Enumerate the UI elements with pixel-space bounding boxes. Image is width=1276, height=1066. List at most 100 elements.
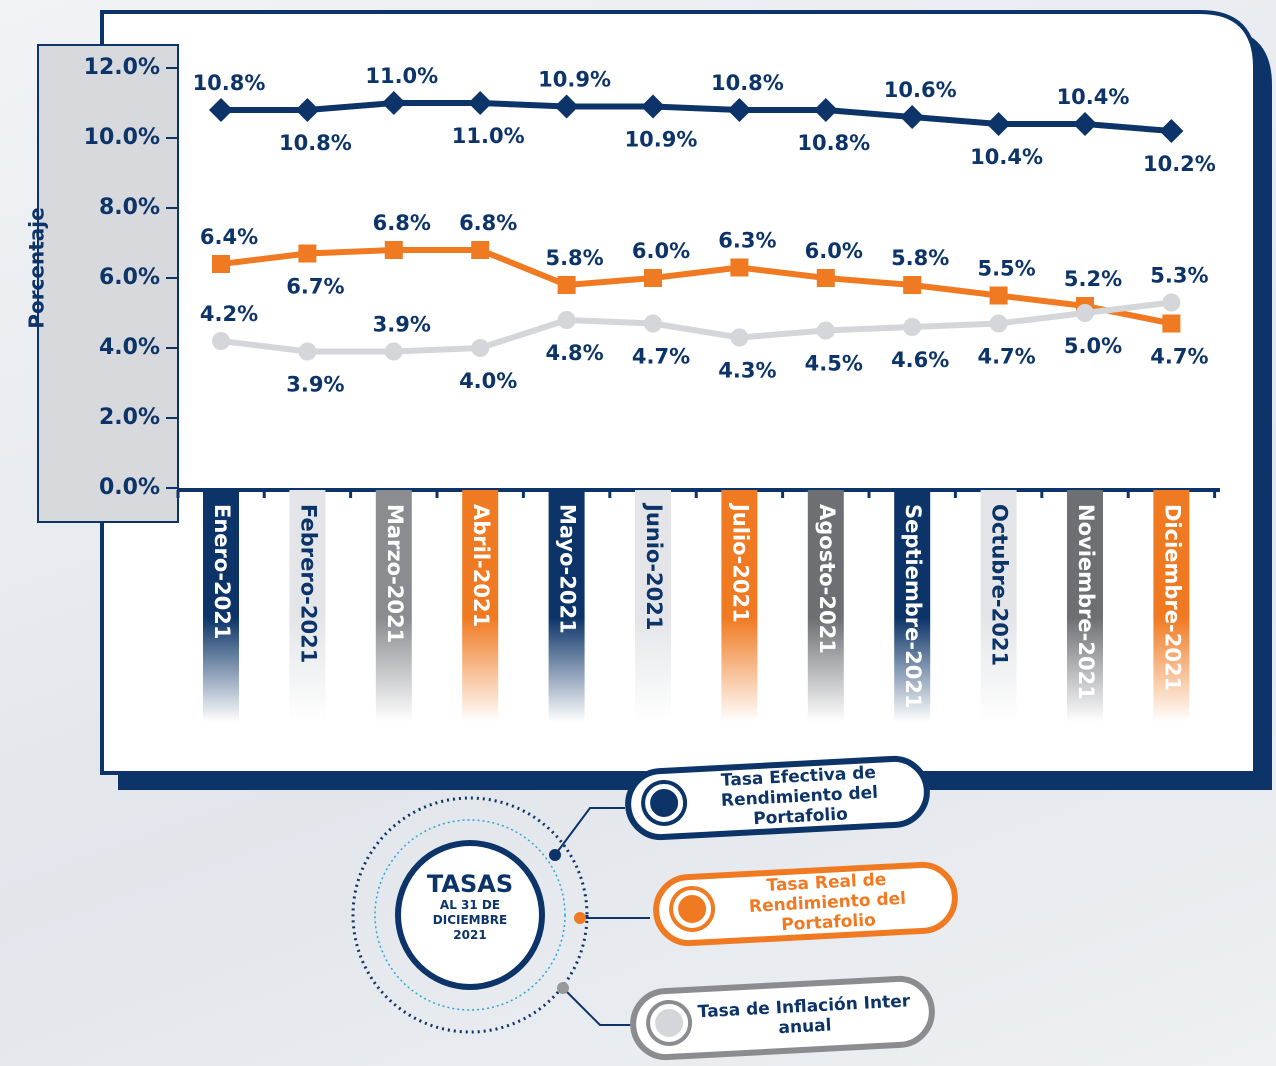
connector xyxy=(554,807,625,856)
point xyxy=(1162,293,1181,312)
y-axis-label: Porcentaje xyxy=(25,207,49,328)
point xyxy=(384,241,403,259)
point xyxy=(209,98,233,122)
data-label: 10.8% xyxy=(797,131,870,155)
data-label: 4.3% xyxy=(718,359,776,383)
point xyxy=(554,94,579,119)
connector-dot xyxy=(557,982,569,994)
point xyxy=(557,276,576,294)
data-label: 6.3% xyxy=(718,229,776,253)
point xyxy=(644,314,662,333)
point xyxy=(903,276,922,294)
y-tick-label: 12.0% xyxy=(84,55,160,80)
point xyxy=(471,339,490,357)
point xyxy=(1162,314,1181,333)
x-tick-label: Agosto-2021 xyxy=(815,504,839,654)
data-label: 10.8% xyxy=(193,71,266,95)
point xyxy=(468,91,493,115)
data-label: 10.6% xyxy=(884,78,957,102)
y-tick-label: 10.0% xyxy=(84,125,160,150)
y-tick-label: 2.0% xyxy=(99,405,160,430)
x-tick-label: Mayo-2021 xyxy=(556,504,580,634)
point xyxy=(381,91,406,115)
data-label: 5.8% xyxy=(545,246,603,270)
point xyxy=(989,314,1008,333)
y-tick-label: 4.0% xyxy=(99,335,160,360)
data-label: 11.0% xyxy=(452,124,525,148)
legend-label: Tasa Efectiva de Rendimiento del Portafo… xyxy=(720,762,879,830)
point xyxy=(900,105,925,129)
connector-dot xyxy=(574,912,586,924)
point xyxy=(557,311,576,329)
point xyxy=(644,269,662,287)
data-label: 4.6% xyxy=(891,348,949,372)
x-tick-label: Octubre-2021 xyxy=(988,504,1012,666)
connector xyxy=(562,987,635,1026)
legend-heading: TASAS AL 31 DE DICIEMBRE 2021 xyxy=(405,870,535,943)
legend-ring xyxy=(351,796,589,1034)
point xyxy=(212,332,230,350)
series-line xyxy=(220,299,1172,355)
legend-label: Tasa Real de Rendimiento del Portafolio xyxy=(748,869,907,936)
data-label: 6.0% xyxy=(805,239,863,263)
y-tick-label: 6.0% xyxy=(99,265,160,290)
category-band xyxy=(1153,490,1190,722)
legend-subtitle: AL 31 DE DICIEMBRE 2021 xyxy=(432,898,508,942)
data-label: 3.9% xyxy=(373,313,431,337)
point xyxy=(727,98,752,122)
data-label: 10.4% xyxy=(970,145,1043,169)
category-band xyxy=(721,490,758,722)
point xyxy=(298,244,317,263)
data-label: 11.0% xyxy=(365,64,438,88)
data-label: 5.3% xyxy=(1150,264,1208,288)
data-label: 4.7% xyxy=(632,345,690,369)
x-tick-label: Julio-2021 xyxy=(728,502,752,623)
data-label: 4.7% xyxy=(977,345,1035,369)
category-band xyxy=(1067,490,1103,722)
data-label: 5.2% xyxy=(1064,267,1122,291)
data-label: 6.0% xyxy=(632,239,690,263)
data-label: 10.8% xyxy=(279,131,352,155)
data-label: 4.2% xyxy=(200,302,258,326)
category-band xyxy=(289,490,326,722)
point xyxy=(295,98,320,122)
data-label: 10.9% xyxy=(625,128,698,152)
point xyxy=(730,328,749,347)
data-label: 4.7% xyxy=(1150,345,1208,369)
point xyxy=(641,94,665,119)
category-band xyxy=(980,490,1017,722)
point xyxy=(298,342,317,361)
data-label: 4.0% xyxy=(459,369,517,393)
legend-center xyxy=(395,840,545,990)
legend-ring-inner xyxy=(374,819,566,1011)
point xyxy=(1159,119,1184,143)
point xyxy=(816,269,835,287)
point xyxy=(903,318,922,336)
category-band xyxy=(375,490,412,722)
y-tick-label: 8.0% xyxy=(99,195,160,220)
legend-title: TASAS xyxy=(426,870,514,898)
y-axis-box xyxy=(37,44,179,523)
series-line xyxy=(220,247,1172,327)
data-label: 4.5% xyxy=(805,352,863,376)
x-tick-label: Diciembre-2021 xyxy=(1160,504,1184,691)
connector-dot xyxy=(549,849,561,861)
category-band xyxy=(548,490,585,722)
point xyxy=(1076,304,1094,322)
data-label: 3.9% xyxy=(286,373,344,397)
point xyxy=(1073,112,1097,136)
x-tick-label: Febrero-2021 xyxy=(296,504,320,663)
point xyxy=(730,258,749,277)
category-band xyxy=(203,490,239,722)
point xyxy=(471,241,490,259)
data-label: 6.8% xyxy=(373,211,431,235)
point xyxy=(384,342,403,361)
data-label: 10.2% xyxy=(1143,152,1216,176)
legend-swatch xyxy=(644,782,685,823)
category-band xyxy=(807,490,844,722)
y-tick-label: 0.0% xyxy=(99,475,160,500)
data-label: 10.4% xyxy=(1057,85,1130,109)
data-label: 6.8% xyxy=(459,211,517,235)
x-tick-label: Marzo-2021 xyxy=(383,504,407,643)
